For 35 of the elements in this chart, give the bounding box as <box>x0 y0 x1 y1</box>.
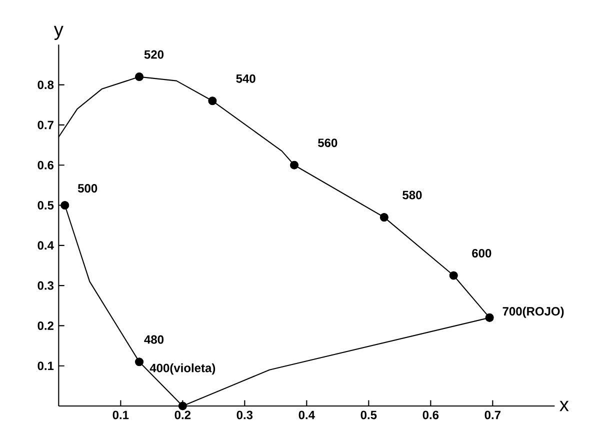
annotation: 540 <box>236 74 256 83</box>
point <box>60 200 70 210</box>
point <box>485 313 494 322</box>
point <box>290 160 299 170</box>
x-tick-label: 0.6 <box>422 410 439 420</box>
x-tick-label: 0.7 <box>484 410 500 420</box>
x-tick-label: 0.4 <box>298 410 315 420</box>
x-tick-label: 0.2 <box>174 410 191 420</box>
x-tick-label: 0.1 <box>112 410 129 420</box>
y-axis-title: y <box>54 26 64 40</box>
annotation: 560 <box>318 138 338 148</box>
x-tick-label: 0.5 <box>360 410 377 420</box>
y-tick-label: 0.7 <box>38 120 54 130</box>
point <box>208 96 217 106</box>
y-tick-label: 0.4 <box>38 241 54 250</box>
y-tick-label: 0.2 <box>38 321 54 330</box>
x-axis-title: x <box>560 400 569 412</box>
point <box>178 402 187 410</box>
y-tick-label: 0.5 <box>38 201 54 210</box>
y-tick-label: 0.1 <box>38 362 54 370</box>
point <box>134 358 144 366</box>
point <box>449 271 458 280</box>
annotation: 500 <box>78 184 98 193</box>
annotation: 520 <box>144 50 164 59</box>
point <box>134 72 144 82</box>
y-tick-label: 0.8 <box>38 80 54 90</box>
y-tick-label: 0.3 <box>38 281 54 290</box>
annotation: 400(violeta) <box>150 363 216 375</box>
annotation: 580 <box>402 190 422 200</box>
annotation: 600 <box>472 248 492 258</box>
x-tick-label: 0.3 <box>236 410 253 420</box>
point <box>380 213 388 222</box>
annotation: 480 <box>144 335 164 344</box>
annotation: 700(ROJO) <box>502 306 564 318</box>
y-tick-label: 0.6 <box>38 160 54 170</box>
